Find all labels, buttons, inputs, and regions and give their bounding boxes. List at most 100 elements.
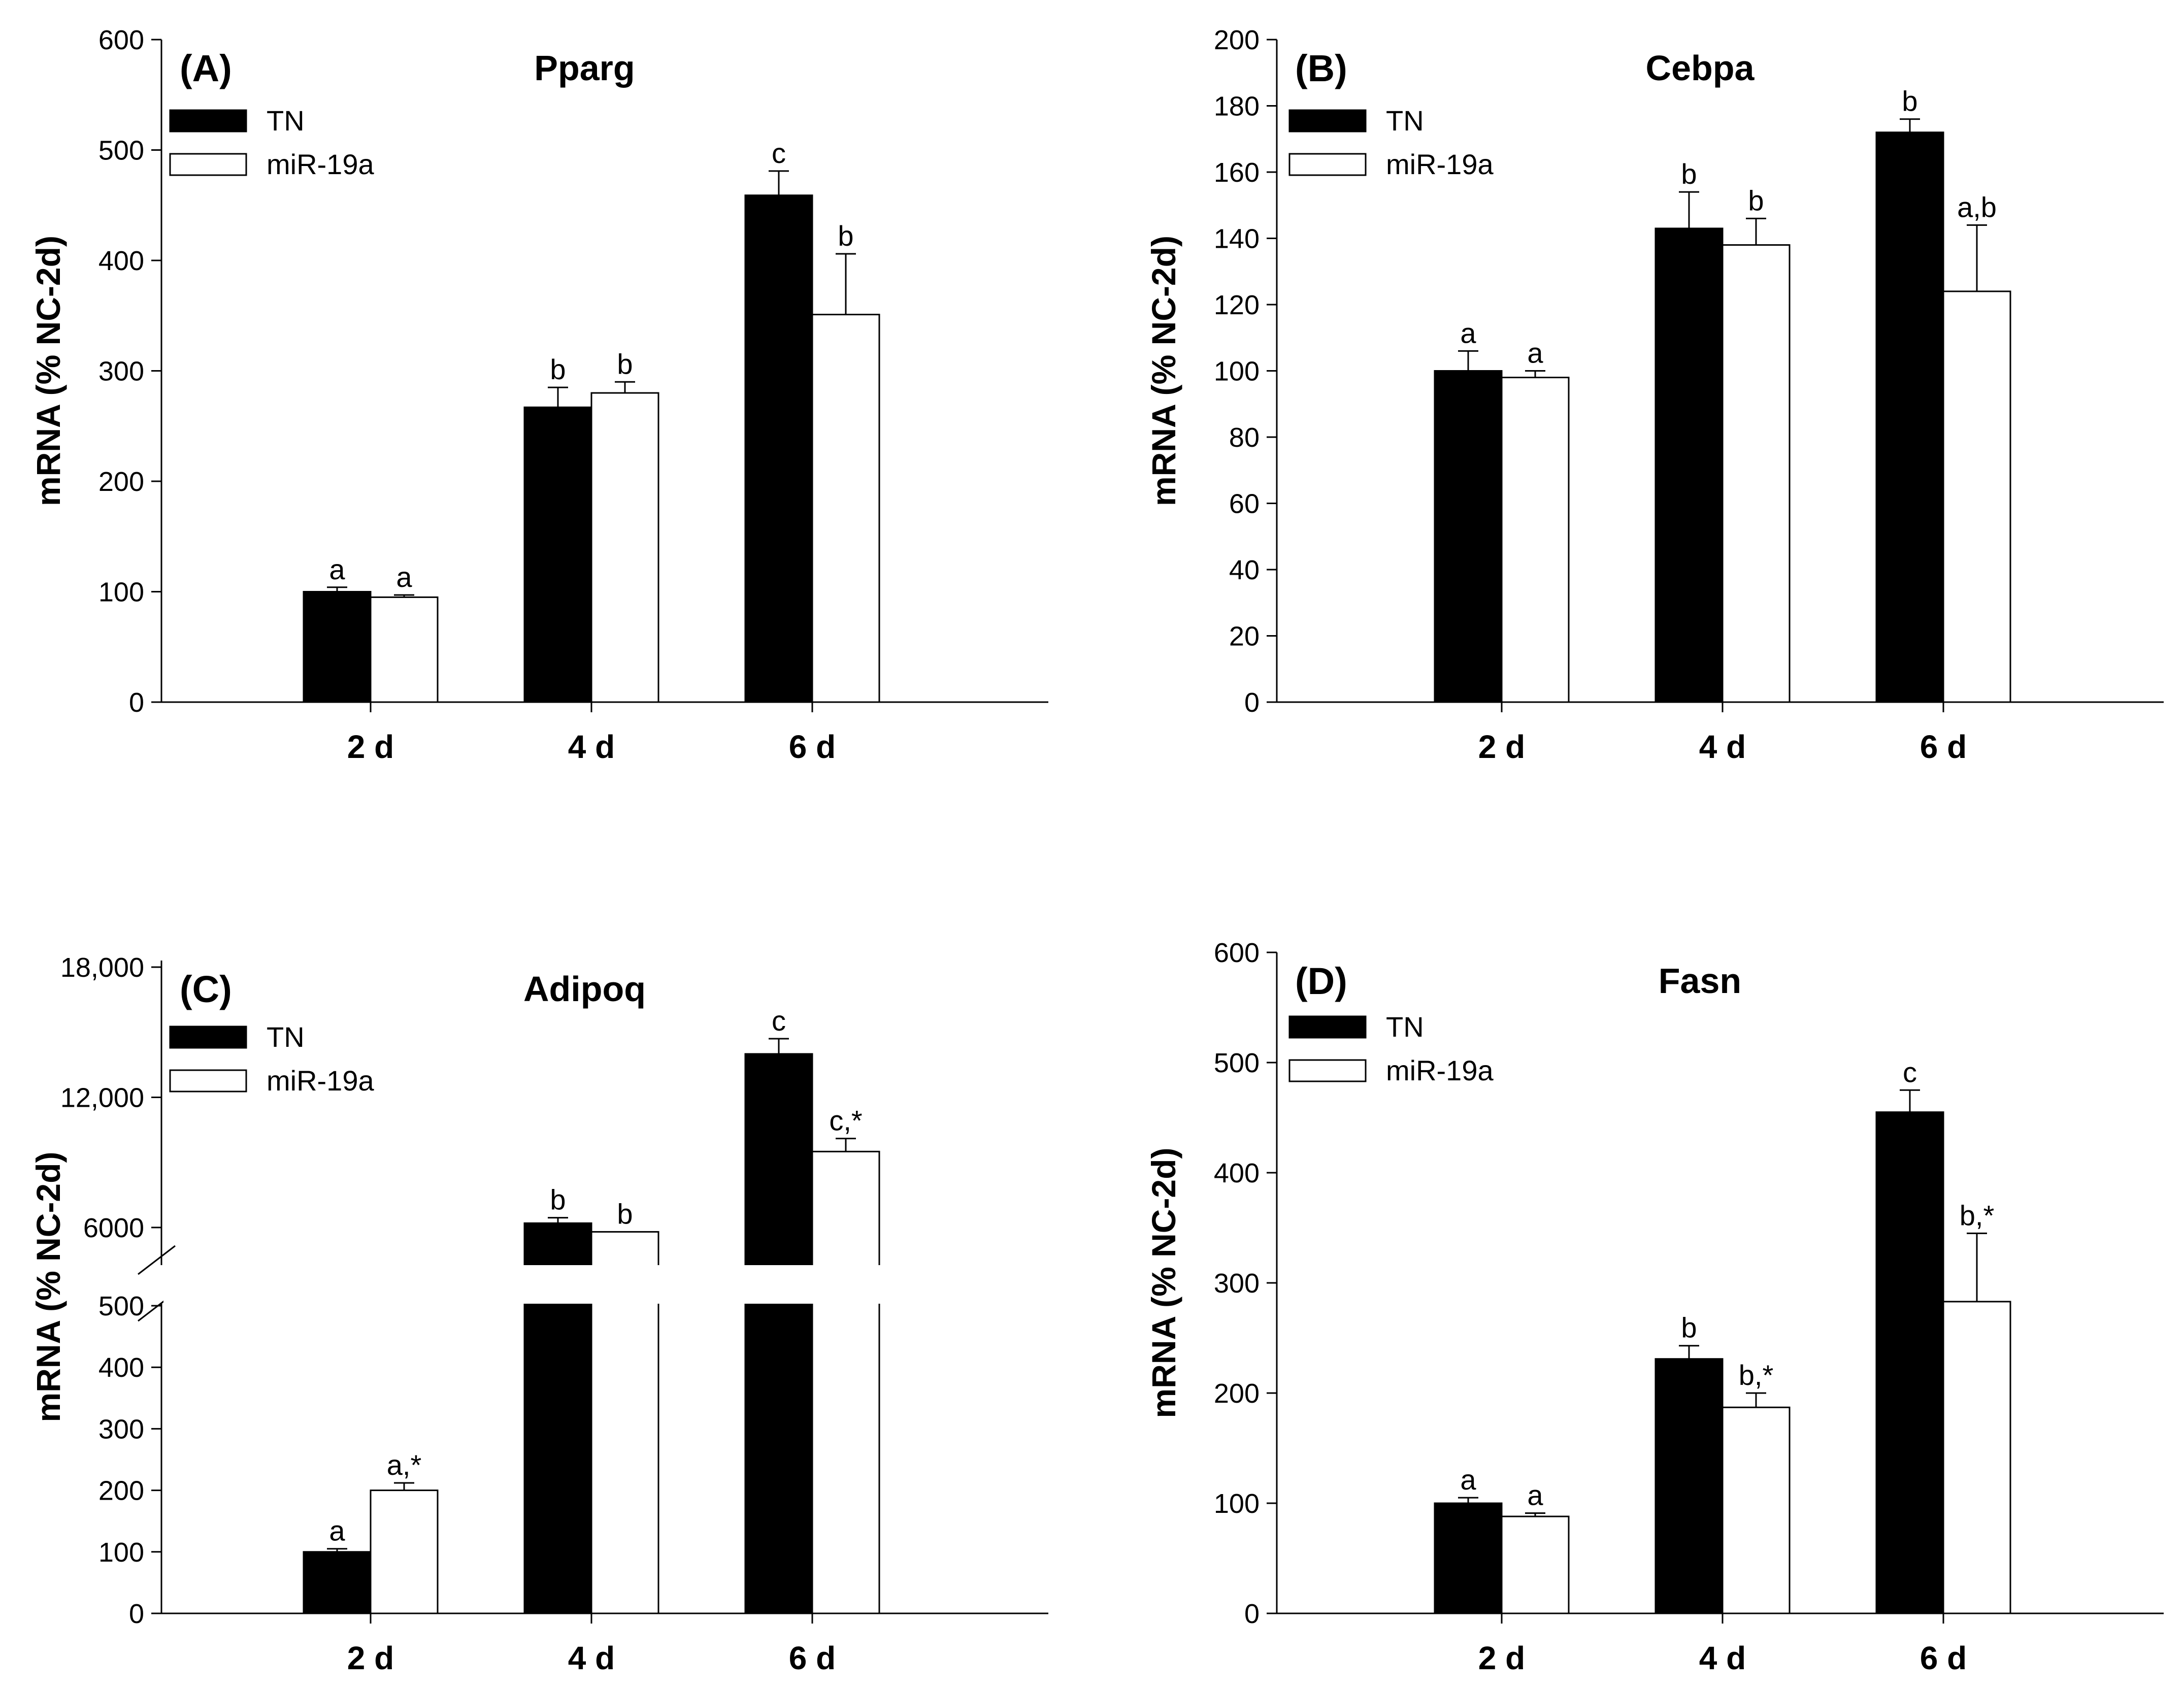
y-tick-label: 140 — [1214, 224, 1260, 254]
legend: TN miR-19a — [169, 105, 374, 180]
legend-swatch-mir19a — [169, 1069, 247, 1093]
legend-swatch-mir19a — [1288, 1059, 1367, 1082]
y-tick-label: 18,000 — [60, 952, 144, 983]
legend-swatch-mir19a — [169, 153, 247, 176]
axis-break-mark — [138, 1245, 176, 1275]
panel-d: 0 100 200 300 400 500 600 2 d 4 d 6 d a b c a b,* b,* mR… — [1145, 938, 2164, 1676]
y-tick-label: 300 — [98, 1414, 144, 1444]
x-tick-label: 2 d — [347, 729, 394, 765]
bar-tn-6d — [1875, 131, 1944, 703]
significance-label: b — [1748, 184, 1764, 216]
significance-label: a — [396, 561, 412, 593]
y-tick-label: 400 — [98, 246, 144, 276]
significance-label: a,b — [1957, 191, 1997, 223]
panel-label: (A) — [180, 47, 232, 89]
legend-label-mir19a: miR-19a — [1386, 148, 1494, 180]
y-tick-label: 300 — [98, 356, 144, 387]
legend-label-tn: TN — [267, 1021, 305, 1053]
legend-label-mir19a: miR-19a — [267, 148, 374, 180]
panel-b: 0 20 40 60 80 100 120 140 160 180 200 2 d 4 d 6 d a b b a… — [1145, 25, 2164, 765]
y-tick-label: 120 — [1214, 290, 1260, 320]
significance-label: c,* — [829, 1105, 862, 1137]
y-tick-label: 200 — [98, 1476, 144, 1506]
y-tick-label: 0 — [129, 1599, 144, 1629]
significance-label: b — [1902, 85, 1917, 117]
bar-mir19a-4d — [1722, 1406, 1791, 1614]
y-tick-label: 60 — [1229, 489, 1260, 519]
chart-title: Fasn — [1659, 961, 1741, 1001]
legend: TN miR-19a — [1288, 105, 1494, 180]
y-tick-label: 200 — [1214, 25, 1260, 55]
bar-tn-6d — [1875, 1111, 1944, 1614]
x-tick-label: 2 d — [347, 1640, 394, 1676]
x-tick-label: 6 d — [1920, 1640, 1967, 1676]
y-tick-label: 100 — [1214, 356, 1260, 387]
x-tick-label: 4 d — [568, 729, 615, 765]
legend-label-tn: TN — [267, 105, 305, 137]
y-tick-label: 12,000 — [60, 1082, 144, 1113]
significance-label: b — [617, 348, 633, 380]
y-tick-label: 600 — [98, 25, 144, 55]
significance-label: b — [617, 1198, 633, 1230]
bar-tn-2d — [303, 591, 372, 703]
chart-title: Cebpa — [1646, 48, 1755, 88]
y-tick-label: 400 — [1214, 1158, 1260, 1188]
bar-tn-2d — [303, 1551, 372, 1614]
legend-label-mir19a: miR-19a — [1386, 1054, 1494, 1086]
significance-label: b,* — [1960, 1199, 1995, 1231]
bar-tn-4d — [1654, 1358, 1724, 1614]
x-tick-label: 4 d — [1699, 729, 1746, 765]
significance-label: c — [772, 1005, 786, 1037]
x-tick-label: 2 d — [1478, 1640, 1525, 1676]
y-tick-label: 600 — [1214, 938, 1260, 968]
bar-mir19a-4d — [1722, 244, 1791, 703]
y-tick-label: 500 — [1214, 1048, 1260, 1078]
y-tick-label: 180 — [1214, 91, 1260, 122]
bar-mir19a-6d — [811, 314, 880, 703]
x-tick-label: 6 d — [789, 729, 836, 765]
x-tick-label: 4 d — [568, 1640, 615, 1676]
y-tick-label: 100 — [98, 1537, 144, 1568]
legend-swatch-tn — [169, 109, 247, 133]
significance-label: b — [1681, 158, 1697, 190]
y-tick-label: 500 — [98, 1291, 144, 1321]
x-tick-label: 2 d — [1478, 729, 1525, 765]
y-axis-label: mRNA (% NC-2d) — [1145, 236, 1182, 506]
y-axis-label: mRNA (% NC-2d) — [29, 1152, 67, 1423]
panel-label: (B) — [1295, 47, 1347, 89]
significance-label: a,* — [387, 1449, 422, 1481]
significance-label: b,* — [1739, 1359, 1774, 1391]
panel-c: 0 100 200 300 400 500 6000 12,000 18,000 2 d 4 d 6 … — [29, 952, 1050, 1676]
bar-tn-4d — [523, 406, 592, 703]
y-tick-label: 160 — [1214, 157, 1260, 188]
y-axis-label: mRNA (% NC-2d) — [29, 236, 67, 506]
legend: TN miR-19a — [1288, 1011, 1494, 1086]
bar-tn-2d — [1434, 370, 1503, 703]
significance-label: c — [772, 137, 786, 169]
y-tick-label: 40 — [1229, 555, 1260, 585]
y-tick-label: 0 — [129, 687, 144, 718]
y-axis-label: mRNA (% NC-2d) — [1145, 1148, 1182, 1418]
x-tick-label: 4 d — [1699, 1640, 1746, 1676]
bar-tn-2d — [1434, 1502, 1503, 1614]
bar-mir19a-4d — [590, 392, 659, 703]
panel-a: 0 100 200 300 400 500 600 2 d 4 d 6 d a b c a b b mRNA (… — [29, 25, 1048, 765]
significance-label: b — [838, 220, 853, 252]
bar-mir19a-2d — [370, 596, 439, 703]
y-tick-label: 400 — [98, 1352, 144, 1383]
y-tick-label: 20 — [1229, 621, 1260, 652]
bar-tn-6d — [744, 1053, 813, 1614]
x-tick-label: 6 d — [1920, 729, 1967, 765]
panel-label: (D) — [1295, 960, 1347, 1002]
significance-label: a — [1460, 317, 1476, 349]
panel-label: (C) — [180, 968, 232, 1010]
significance-label: a — [329, 553, 345, 585]
chart-title: Adipoq — [523, 969, 646, 1009]
y-tick-label: 300 — [1214, 1268, 1260, 1299]
bar-mir19a-6d — [1942, 1301, 2011, 1614]
significance-label: a — [1527, 337, 1543, 369]
legend-swatch-tn — [1288, 109, 1367, 133]
chart-title: Pparg — [534, 48, 635, 88]
bar-mir19a-2d — [1501, 377, 1570, 703]
